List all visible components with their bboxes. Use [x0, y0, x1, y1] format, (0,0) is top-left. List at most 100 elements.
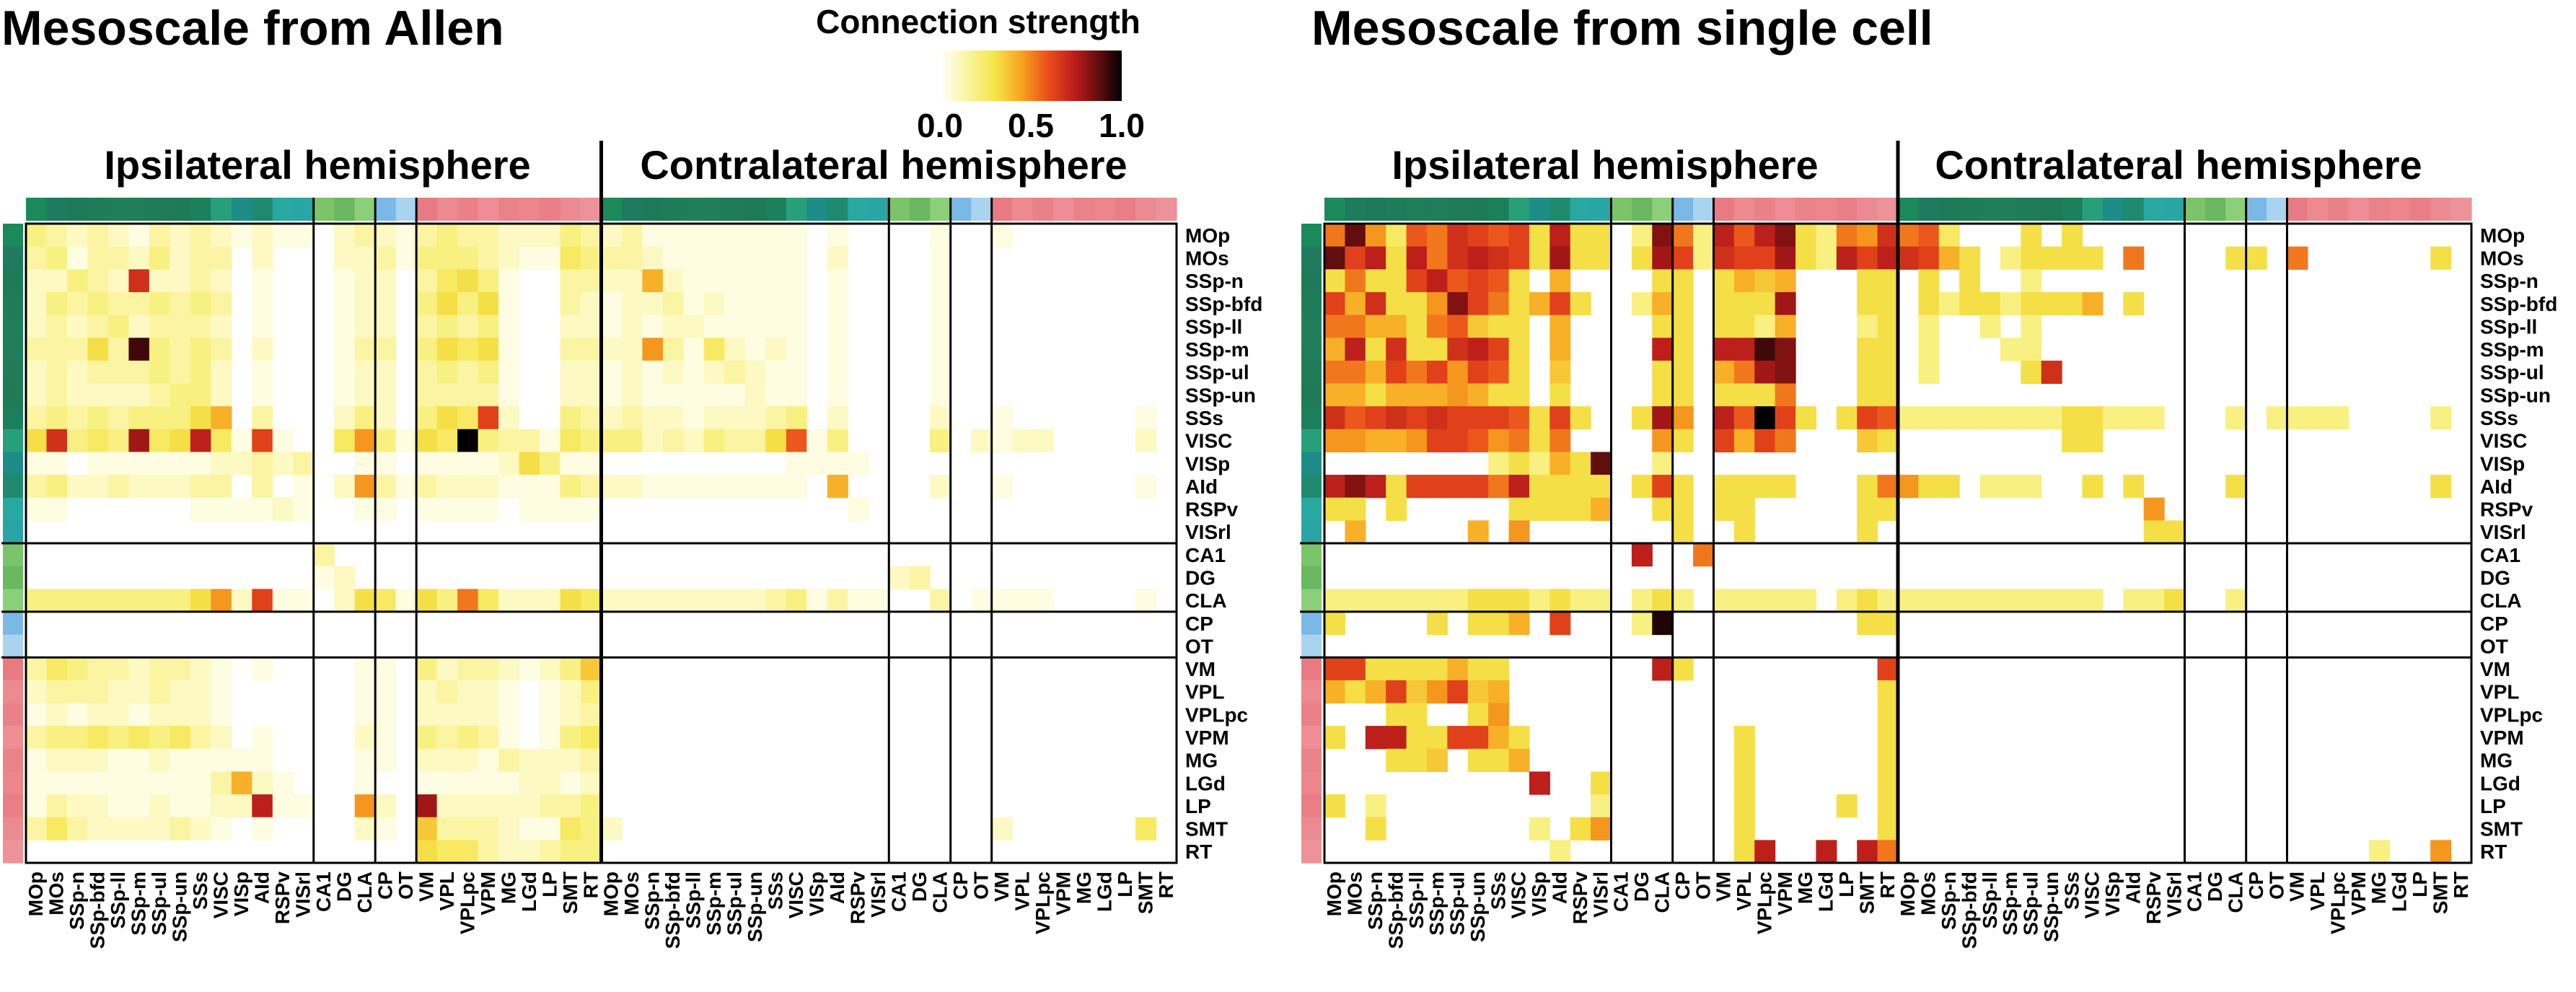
heatmap-cell-SSs-44: [2225, 406, 2247, 430]
heatmap-cell-VISC-21: [457, 429, 479, 453]
heatmap-cell-SSp-n-28: [601, 269, 623, 293]
heatmap-cell-VISC-49: [1032, 429, 1054, 453]
row-label-SSs: SSs: [2480, 407, 2518, 429]
heatmap-cell-RT-25: [540, 840, 561, 864]
heatmap-cell-SSs-10: [1529, 406, 1550, 430]
heatmap-cell-MOp-36: [765, 224, 787, 247]
heatmap-cell-SSp-ll-1: [1345, 315, 1366, 338]
heatmap-cell-VM-27: [581, 657, 602, 681]
heatmap-cell-VM-16: [354, 657, 376, 681]
heatmap-cell-SSp-ul-35: [744, 360, 766, 385]
heatmap-cell-VISC-19: [1713, 429, 1735, 453]
heatmap-cell-SSs-47: [2287, 406, 2308, 430]
heatmap-cell-SSp-bfd-35: [2041, 291, 2062, 316]
heatmap-cell-SSp-m-20: [436, 338, 458, 361]
heatmap-cell-MOs-2: [66, 246, 89, 270]
column-color-CA1-14: [1611, 198, 1632, 221]
heatmap-cell-SSp-ul-1: [46, 360, 68, 385]
column-label-SSp-n-30: SSp-n: [641, 872, 664, 930]
heatmap-cell-MOs-32: [683, 246, 705, 270]
heatmap-cell-MOp-37: [786, 224, 807, 247]
heatmap-cell-SSp-un-20: [436, 383, 458, 407]
heatmap-cell-SSp-un-22: [478, 383, 499, 407]
heatmap-cell-SSp-ul-36: [765, 360, 787, 385]
heatmap-cell-SSp-n-26: [1857, 269, 1878, 293]
heatmap-cell-MOs-44: [930, 246, 951, 270]
heatmap-cell-SSp-ul-5: [128, 360, 150, 385]
heatmap-cell-SSp-ul-0: [1324, 360, 1345, 385]
heatmap-cell-SSs-6: [149, 406, 170, 430]
heatmap-cell-SSp-n-2: [1365, 269, 1386, 293]
heatmap-cell-MOs-22: [478, 246, 499, 270]
heatmap-cell-SSp-m-22: [478, 338, 499, 361]
heatmap-cell-SSs-3: [87, 406, 109, 430]
heatmap-cell-LGd-5: [128, 771, 150, 795]
heatmap-cell-AId-32: [683, 475, 705, 499]
heatmap-cell-VISp-23: [498, 452, 520, 475]
column-label-VISp-38: VISp: [2101, 872, 2124, 916]
heatmap-cell-LP-11: [252, 794, 273, 818]
heatmap-cell-CLA-11: [1549, 589, 1571, 613]
heatmap-cell-MG-20: [1733, 748, 1755, 773]
heatmap-cell-LGd-10: [1529, 771, 1550, 795]
heatmap-cell-LP-12: [272, 794, 294, 818]
row-color-CA1: [1301, 543, 1322, 567]
heatmap-cell-SSp-un-35: [744, 383, 766, 407]
heatmap-cell-VPL-9: [211, 680, 232, 704]
heatmap-cell-SSp-m-17: [375, 338, 397, 361]
heatmap-cell-SSp-bfd-8: [1488, 291, 1510, 316]
heatmap-cell-VPLpc-1: [46, 703, 68, 727]
heatmap-cell-SMT-54: [1135, 817, 1157, 840]
heatmap-cell-MG-4: [107, 748, 130, 773]
heatmap-cell-CLA-19: [416, 589, 438, 613]
heatmap-cell-VISC-9: [1508, 429, 1530, 453]
heatmap-cell-AId-32: [1979, 475, 2001, 499]
heatmap-cell-DG-14: [313, 566, 335, 589]
heatmap-cell-MOs-7: [1467, 246, 1489, 270]
heatmap-cell-LGd-3: [87, 771, 109, 795]
column-color-VPL-48: [2307, 198, 2329, 221]
heatmap-cell-VISC-12: [272, 429, 294, 453]
heatmap-cell-VPL-20: [436, 680, 458, 704]
column-label-SMT-26: SMT: [1855, 872, 1878, 914]
heatmap-cell-LP-16: [354, 794, 376, 818]
heatmap-cell-SSp-ul-6: [1447, 360, 1469, 385]
column-label-VM-19: VM: [415, 872, 437, 902]
heatmap-cell-RSPv-21: [457, 497, 479, 521]
column-label-CLA-44: CLA: [2224, 872, 2246, 913]
heatmap-cell-CLA-8: [1488, 589, 1510, 613]
heatmap-cell-SSp-bfd-15: [1631, 291, 1653, 316]
heatmap-cell-AId-25: [540, 475, 561, 499]
heatmap-cell-SSp-bfd-9: [1508, 291, 1530, 316]
row-color-VISp: [1301, 452, 1322, 475]
heatmap-cell-VISC-46: [971, 429, 993, 453]
column-color-SSp-un-35: [744, 198, 766, 221]
heatmap-cell-LP-27: [581, 794, 602, 818]
row-label-VISC: VISC: [2480, 430, 2527, 452]
heatmap-cell-VM-7: [170, 657, 191, 681]
column-color-VISrl-41: [2164, 198, 2186, 221]
heatmap-cell-LP-2: [66, 794, 89, 818]
heatmap-cell-LGd-11: [252, 771, 273, 795]
column-label-RSPv-12: RSPv: [271, 872, 294, 925]
heatmap-cell-SSp-ll-20: [1733, 315, 1755, 338]
heatmap-cell-VISp-19: [416, 452, 438, 475]
heatmap-cell-VPLpc-16: [354, 703, 376, 727]
heatmap-cell-VISC-22: [478, 429, 499, 453]
heatmap-cell-SSs-25: [1836, 406, 1858, 430]
column-label-MOs-29: MOs: [1917, 872, 1940, 916]
heatmap-cell-RSPv-8: [190, 497, 211, 521]
heatmap-cell-LGd-12: [272, 771, 294, 795]
heatmap-cell-VPL-21: [457, 680, 479, 704]
heatmap-cell-VM-8: [1488, 657, 1510, 681]
heatmap-cell-SSp-un-1: [46, 383, 68, 407]
column-color-RT-27: [1877, 198, 1899, 221]
heatmap-cell-AId-11: [252, 475, 273, 499]
heatmap-cell-SSp-m-0: [1324, 338, 1345, 361]
column-label-SSs-8: SSs: [1487, 872, 1509, 910]
heatmap-cell-CA1-18: [1693, 543, 1715, 567]
column-color-SSp-m-5: [128, 198, 150, 221]
heatmap-cell-VM-11: [252, 657, 273, 681]
heatmap-cell-SSp-ul-2: [66, 360, 89, 385]
column-color-OT-18: [1693, 198, 1715, 221]
